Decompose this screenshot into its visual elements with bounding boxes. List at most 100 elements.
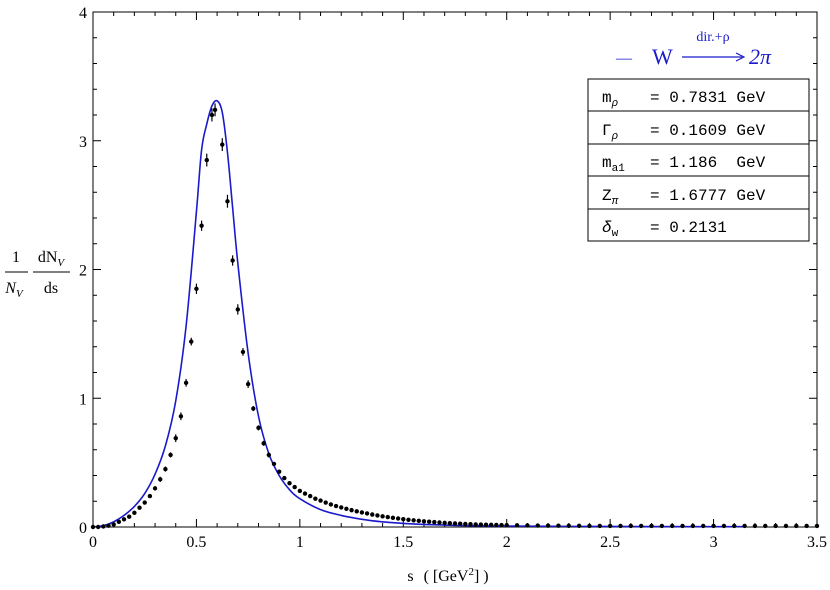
data-point [670,523,675,529]
x-tick-label: 1.5 [393,534,413,551]
data-point [504,522,509,528]
data-point [416,518,421,524]
data-point [463,521,468,527]
data-point [401,516,406,522]
param-row-z-pi: Zπ = 1.6777 GeV [602,187,766,208]
param-value: = 0.2131 [650,219,727,237]
data-point [545,523,551,528]
data-point [742,523,747,529]
data-point [116,519,122,525]
y-tick-label: 0 [79,520,87,537]
data-point [225,199,230,204]
data-point [158,477,163,482]
data-point [251,406,256,411]
data-point [339,505,344,510]
y-axis-label: 1 NV dNV ds [4,249,70,300]
data-point [204,157,209,163]
data-point [333,503,339,509]
data-point [473,522,478,527]
param-name: δw [602,219,619,240]
data-point [137,505,142,510]
data-point [535,523,540,528]
data-point [245,381,251,387]
data-point [328,502,334,507]
y-label-frac2-num: dNV [38,249,66,269]
param-row-gamma-rho: Γρ = 0.1609 GeV [602,122,766,143]
data-point [783,523,789,529]
data-point [380,514,385,519]
data-point [212,107,218,113]
y-tick-labels: 0 1 2 3 4 [79,5,87,537]
param-name: Zπ [602,187,619,208]
data-point [556,523,561,528]
data-point [354,509,359,514]
x-tick-label: 1 [296,534,304,551]
parameter-table: mρ = 0.7831 GeV Γρ = 0.1609 GeV ma1 = 1.… [587,78,810,242]
data-point [375,513,380,518]
legend-dash: — [615,50,633,67]
data-point [628,523,634,529]
data-point [282,475,287,481]
data-point [395,516,401,521]
data-point [127,514,132,519]
param-row-m-rho: mρ = 0.7831 GeV [602,89,766,110]
data-point [597,523,602,529]
data-point [235,307,240,312]
data-point [370,512,375,517]
param-value: = 1.186 GeV [650,154,766,172]
data-point [804,523,809,529]
data-point [163,466,168,472]
data-points-series [90,103,820,530]
legend: — W dir.+ρ 2π [615,30,772,69]
data-point [364,511,370,516]
data-point [147,493,153,499]
data-point [220,142,225,147]
data-point [514,523,520,528]
data-point [168,452,173,458]
data-point [256,425,261,431]
data-point [432,519,437,525]
data-point [763,523,768,529]
data-point [323,500,328,505]
data-point [468,521,473,527]
data-point [308,493,313,499]
data-point [101,524,106,529]
data-point [261,441,266,446]
param-name: Γρ [602,122,619,143]
data-point [618,523,623,529]
x-tick-label: 3.5 [807,534,827,551]
y-label-frac1-den: NV [4,280,24,300]
data-point [106,523,111,528]
data-point [690,523,696,529]
data-point [814,523,820,529]
param-row-m-a1: ma1 = 1.186 GeV [602,154,766,175]
legend-w: W [652,44,673,69]
data-point [152,486,158,491]
data-point [437,520,442,525]
param-value: = 1.6777 GeV [650,187,766,205]
data-point [132,510,137,516]
data-point [276,469,282,474]
data-point [525,523,530,528]
data-point [173,435,178,441]
data-point [494,522,499,528]
x-tick-label: 0.5 [186,534,206,551]
data-point [271,461,277,467]
x-tick-label: 2 [503,534,511,551]
param-value: = 0.7831 GeV [650,89,766,107]
data-point [752,523,758,529]
data-point [566,523,571,529]
param-name: mρ [602,89,619,110]
data-point [90,524,96,530]
data-point [142,500,147,505]
param-row-delta-w: δw = 0.2131 [602,219,727,240]
data-point [442,520,447,526]
data-point [732,523,737,529]
data-point [390,515,396,521]
y-label-frac2-den: ds [44,280,58,297]
y-tick-label: 3 [79,134,87,151]
data-point [638,523,644,529]
x-tick-label: 3 [710,534,718,551]
y-tick-label: 4 [79,5,87,22]
